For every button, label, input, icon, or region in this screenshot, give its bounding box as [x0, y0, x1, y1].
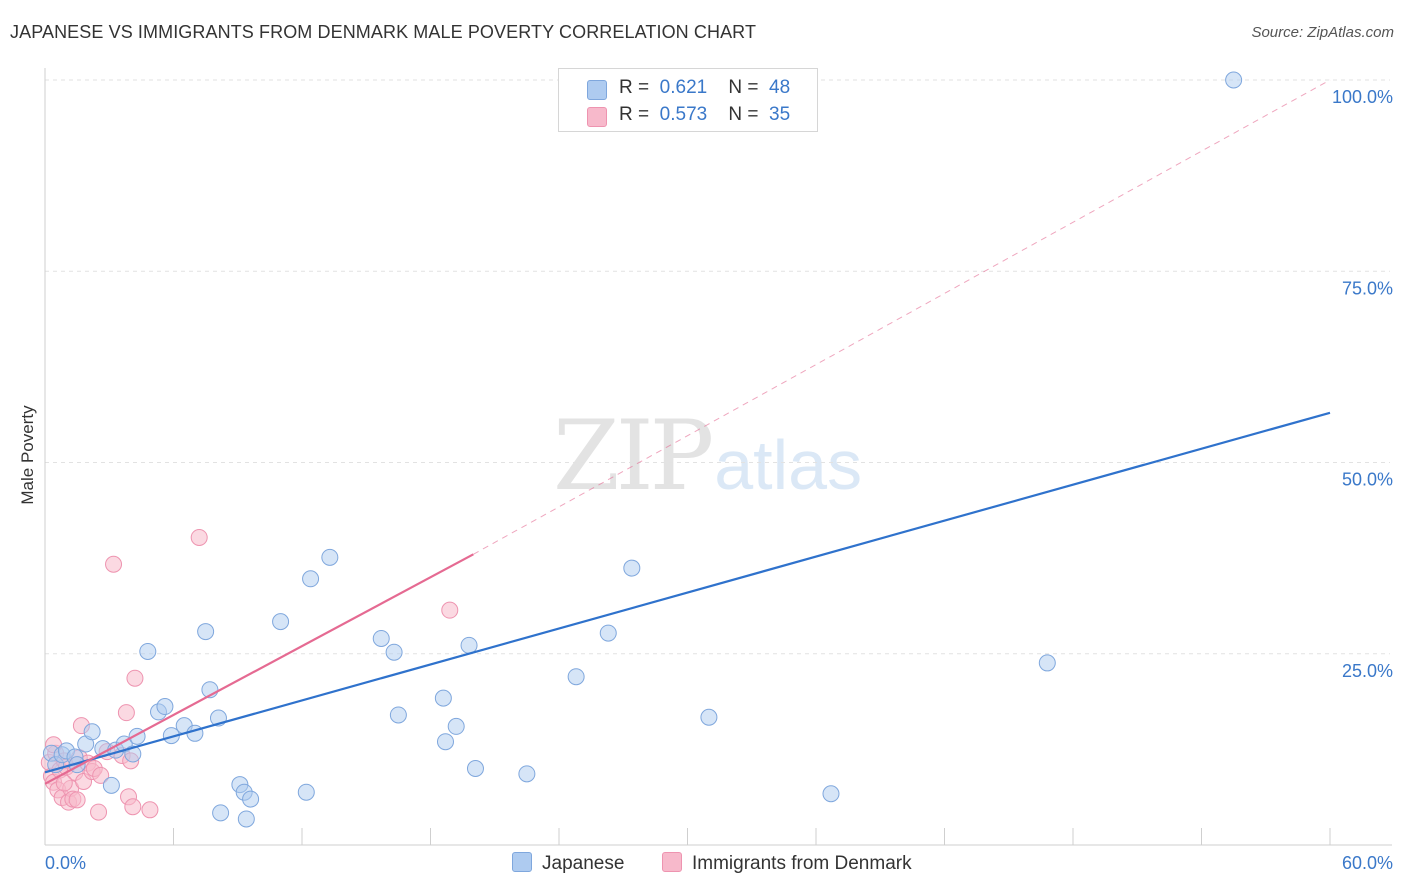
denmark-point — [92, 766, 110, 784]
legend-n-label: N = — [728, 77, 759, 98]
denmark-point — [117, 704, 135, 722]
watermark-atlas: atlas — [714, 426, 863, 504]
japanese-point — [139, 642, 157, 660]
legend-n-label: N = — [728, 104, 759, 125]
japanese-point — [434, 689, 452, 707]
legend-r-label: R = — [619, 77, 650, 98]
pink-swatch-icon — [662, 852, 682, 872]
y-tick-label: 100.0% — [1332, 87, 1393, 107]
japanese-trend-line — [44, 411, 1331, 774]
legend-label-denmark: Immigrants from Denmark — [692, 853, 912, 874]
legend-n-value: 35 — [769, 104, 791, 125]
japanese-point — [466, 760, 484, 777]
japanese-point — [102, 776, 120, 794]
x-tick-label: 60.0% — [1342, 853, 1393, 873]
source-credit: Source: ZipAtlas.com — [1251, 24, 1394, 41]
blue-swatch-icon — [587, 80, 607, 100]
japanese-point — [599, 624, 617, 642]
japanese-point — [389, 706, 407, 724]
denmark-point — [190, 528, 208, 546]
denmark-point — [441, 601, 459, 619]
japanese-point — [822, 785, 840, 803]
japanese-point — [1225, 71, 1243, 89]
denmark-point — [126, 669, 144, 687]
denmark-point — [55, 774, 73, 792]
blue-swatch-icon — [512, 852, 532, 872]
japanese-point — [447, 717, 465, 735]
y-tick-label: 25.0% — [1342, 661, 1393, 681]
legend-item-japanese: Japanese — [512, 852, 624, 875]
japanese-point — [385, 643, 403, 661]
watermark-zip: ZIP — [553, 400, 714, 512]
japanese-point — [372, 629, 390, 647]
legend-label-japanese: Japanese — [542, 853, 625, 874]
denmark-point — [105, 555, 123, 573]
denmark-trend-extension — [473, 79, 1331, 555]
pink-swatch-icon — [587, 107, 607, 127]
x-tick-label: 0.0% — [45, 853, 86, 873]
japanese-point — [321, 548, 339, 566]
japanese-point — [237, 810, 255, 828]
denmark-point — [68, 791, 86, 809]
legend-r-value: 0.621 — [659, 77, 708, 98]
zipatlas-watermark: ZIPatlas — [553, 400, 862, 512]
japanese-point — [700, 708, 718, 726]
denmark-point — [124, 798, 142, 816]
japanese-point — [302, 570, 320, 588]
japanese-point — [460, 636, 478, 654]
japanese-point — [1038, 654, 1056, 672]
legend-r-label: R = — [619, 104, 650, 125]
japanese-point — [272, 613, 290, 631]
denmark-point — [90, 803, 108, 821]
japanese-point — [197, 623, 215, 641]
japanese-point — [156, 698, 174, 716]
japanese-point — [83, 723, 101, 741]
legend-r-value: 0.573 — [659, 104, 708, 125]
denmark-point — [141, 801, 159, 819]
y-tick-label: 50.0% — [1342, 470, 1393, 490]
japanese-point — [567, 668, 585, 686]
japanese-point — [212, 804, 230, 822]
chart-title: JAPANESE VS IMMIGRANTS FROM DENMARK MALE… — [10, 22, 757, 42]
correlation-legend: R = 0.621 N = 48 R = 0.573 N = 35 — [558, 68, 818, 132]
japanese-point — [518, 765, 536, 783]
japanese-point — [623, 559, 641, 577]
japanese-point — [242, 790, 260, 808]
japanese-point — [436, 733, 454, 751]
legend-n-value: 48 — [769, 77, 791, 98]
japanese-point — [297, 783, 315, 801]
legend-item-denmark: Immigrants from Denmark — [662, 852, 912, 875]
denmark-trend-line — [44, 553, 474, 785]
y-tick-label: 75.0% — [1342, 278, 1393, 298]
